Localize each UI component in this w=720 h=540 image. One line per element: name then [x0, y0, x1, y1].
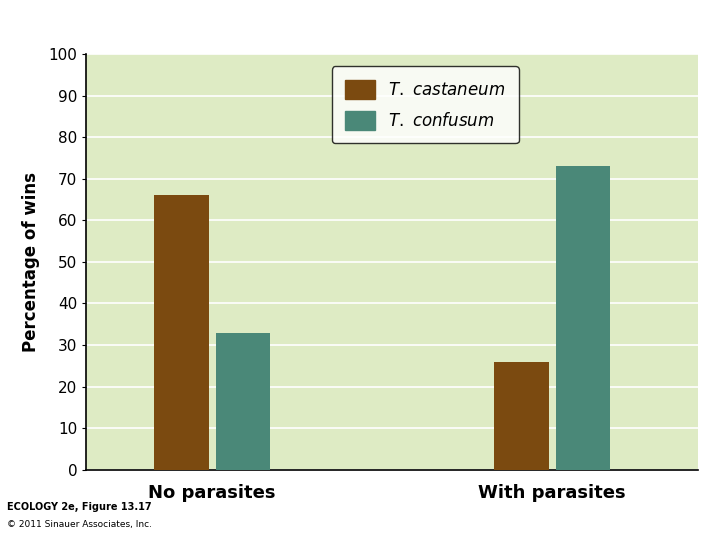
Bar [154, 195, 209, 470]
Bar [215, 333, 270, 470]
Text: © 2011 Sinauer Associates, Inc.: © 2011 Sinauer Associates, Inc. [7, 519, 152, 529]
Bar [495, 362, 549, 470]
Legend: $\it{T.\ castaneum}$, $\it{T.\ confusum}$: $\it{T.\ castaneum}$, $\it{T.\ confusum}… [332, 66, 518, 143]
Y-axis label: Percentage of wins: Percentage of wins [22, 172, 40, 352]
Text: Figure 13.17  Parasites Can Alter the Outcome of Competition: Figure 13.17 Parasites Can Alter the Out… [9, 14, 421, 27]
Text: ECOLOGY 2e, Figure 13.17: ECOLOGY 2e, Figure 13.17 [7, 502, 152, 512]
Bar [556, 166, 610, 470]
